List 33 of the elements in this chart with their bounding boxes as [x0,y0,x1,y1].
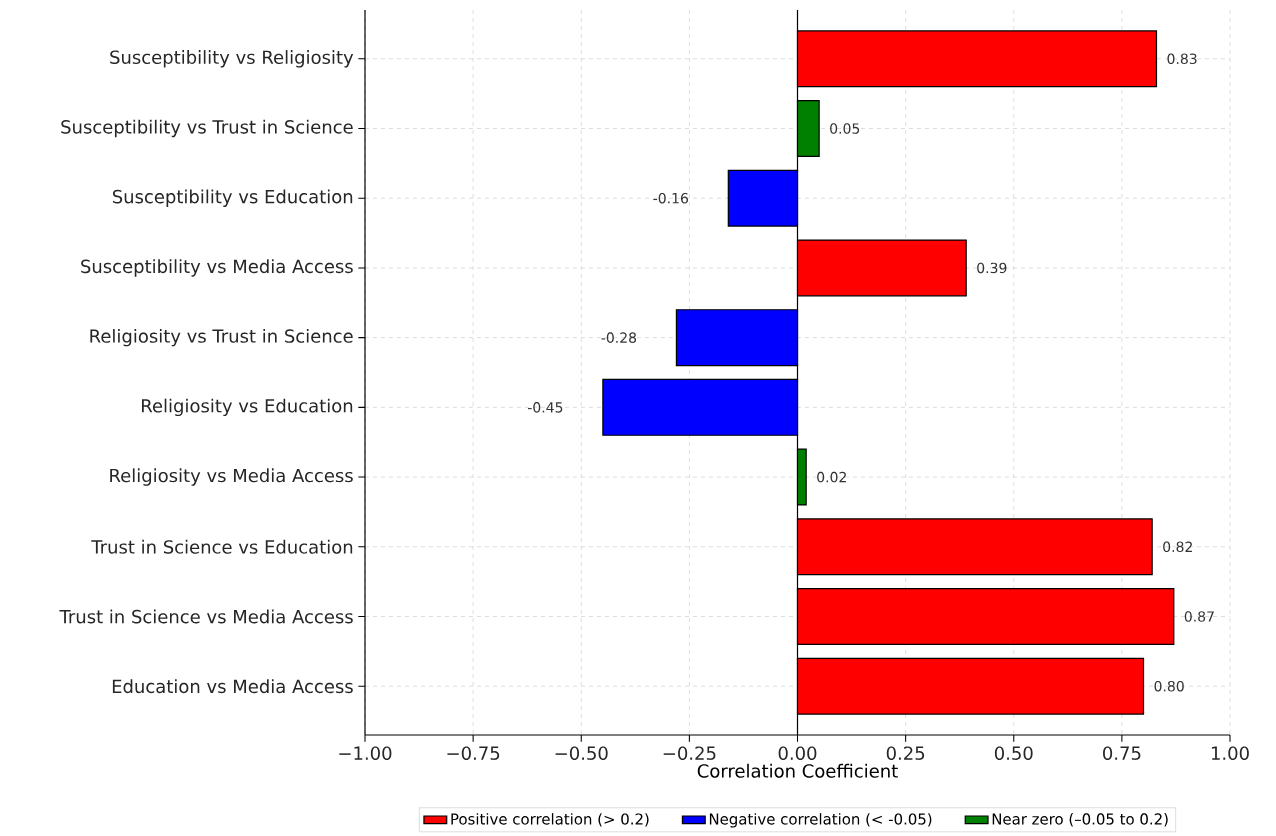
x-tick-label: 0.75 [1103,746,1141,760]
data-label: 0.05 [830,123,860,134]
x-tick-label: −1.00 [339,746,392,760]
data-label: 0.39 [977,262,1007,274]
data-label: -0.16 [653,192,689,204]
y-tick-label: Religiosity vs Education [142,398,353,417]
y-tick-label: Susceptibility vs Trust in Science [61,119,353,138]
data-label: 0.82 [1163,541,1192,553]
data-label: -0.28 [601,332,637,343]
x-tick-label: −0.50 [555,746,608,760]
x-tick-label: 1.00 [1211,746,1249,760]
y-tick-label: Susceptibility vs Religiosity [110,50,354,68]
y-tick-label: Education vs Media Access [112,679,353,694]
y-tick-label: Trust in Science vs Education [91,539,353,554]
y-tick-label: Religiosity vs Media Access [110,468,353,486]
x-axis-title: Correlation Coefficient [697,763,898,778]
y-tick-label: Trust in Science vs Media Access [59,609,353,624]
legend-label: Positive correlation (> 0.2) [451,813,649,827]
legend-label: Negative correlation (< -0.05) [709,813,932,828]
x-tick-label: −0.25 [663,746,716,760]
y-tick-label: Susceptibility vs Media Access [81,259,353,277]
data-label: -0.45 [527,402,563,413]
x-tick-label: −0.75 [447,746,500,760]
legend-label: Near zero (–0.05 to 0.2) [992,813,1168,827]
data-label: 0.02 [817,471,846,483]
data-label: 0.80 [1154,680,1184,692]
x-tick-label: 0.50 [994,746,1033,760]
data-label: 0.83 [1167,53,1197,65]
y-tick-label: Religiosity vs Trust in Science [90,328,353,347]
x-tick-label: 0.00 [778,746,817,760]
x-tick-label: 0.25 [886,746,925,760]
data-label: 0.87 [1184,611,1214,622]
y-tick-label: Susceptibility vs Education [112,189,353,207]
